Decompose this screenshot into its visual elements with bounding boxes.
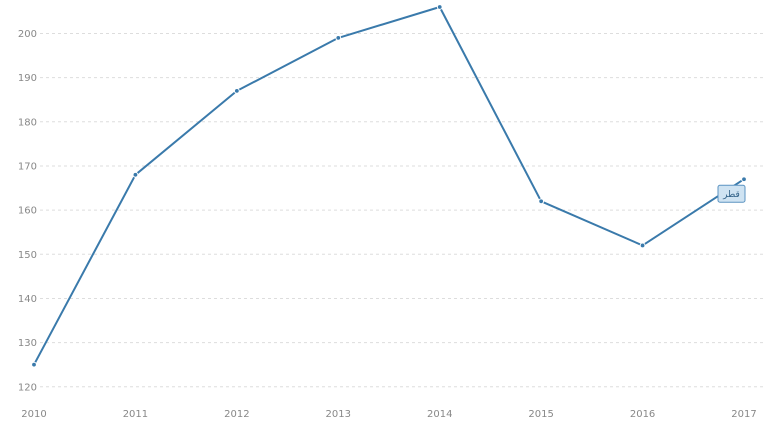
- data-point: [31, 361, 37, 368]
- data-point: [132, 171, 139, 178]
- x-tick-label: 2014: [427, 409, 452, 420]
- x-tick-label: 2016: [630, 409, 655, 420]
- y-tick-label: 170: [18, 161, 37, 172]
- data-point: [233, 87, 240, 94]
- y-tick-label: 200: [18, 29, 37, 40]
- data-point: [436, 4, 443, 10]
- x-tick-label: 2015: [528, 409, 553, 420]
- series-label-text: قطر: [722, 190, 740, 200]
- x-tick-label: 2011: [123, 409, 148, 420]
- grid-layer: [40, 32, 765, 388]
- y-axis-ticks: 120 130 140 150 160 170 180 190 200: [18, 29, 37, 393]
- x-axis-ticks: 2010 2011 2012 2013 2014 2015 2016 2017: [21, 409, 756, 420]
- series-label: قطر: [717, 184, 746, 203]
- series-layer: [31, 4, 747, 368]
- series-label-box: [717, 184, 746, 203]
- x-tick-label: 2017: [731, 409, 756, 420]
- y-tick-label: 150: [18, 250, 37, 261]
- data-point: [538, 198, 545, 205]
- x-tick-label: 2012: [224, 409, 249, 420]
- x-tick-label: 2013: [326, 409, 351, 420]
- series-label-layer: قطر: [717, 184, 746, 203]
- x-tick-label: 2010: [21, 409, 46, 420]
- y-tick-label: 140: [18, 294, 37, 305]
- data-point: [639, 242, 646, 249]
- series-line: [33, 6, 745, 366]
- y-tick-label: 160: [18, 206, 37, 217]
- data-point: [335, 35, 342, 41]
- y-tick-label: 120: [18, 382, 37, 393]
- data-point: [741, 176, 747, 183]
- y-tick-label: 190: [18, 73, 37, 84]
- y-tick-label: 180: [18, 117, 37, 128]
- y-tick-label: 130: [18, 338, 37, 349]
